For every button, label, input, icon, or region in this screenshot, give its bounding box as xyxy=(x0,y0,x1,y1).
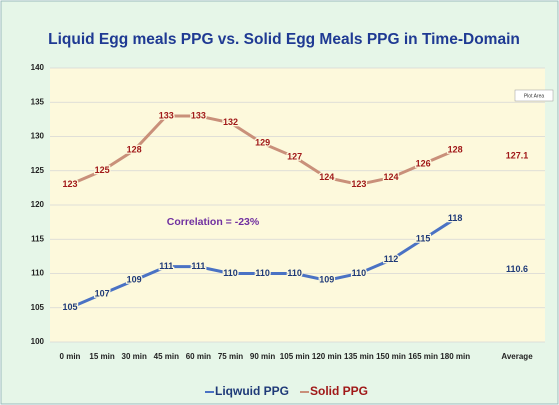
tooltip-box xyxy=(514,89,554,102)
x-tick-label: 0 min xyxy=(60,352,81,361)
data-label: 124 xyxy=(319,172,334,182)
data-label: 110 xyxy=(352,268,367,278)
data-label: 126 xyxy=(416,158,431,168)
y-tick-label: 135 xyxy=(31,97,45,106)
x-tick-label: Average xyxy=(501,352,533,361)
average-label: 110.6 xyxy=(506,264,528,274)
x-tick-label: 90 min xyxy=(250,352,275,361)
data-label: 133 xyxy=(159,110,174,120)
data-label: 111 xyxy=(191,261,205,271)
data-label: 128 xyxy=(448,145,463,155)
y-tick-label: 120 xyxy=(31,200,45,209)
data-label: 109 xyxy=(127,275,142,285)
x-tick-label: 75 min xyxy=(218,352,243,361)
y-tick-label: 125 xyxy=(31,166,45,175)
x-tick-label: 30 min xyxy=(122,352,147,361)
data-label: 107 xyxy=(95,288,110,298)
annotation: Correlation = -23% xyxy=(167,216,260,228)
x-tick-label: 165 min xyxy=(408,352,438,361)
y-tick-label: 110 xyxy=(31,269,44,278)
legend-label: Solid PPG xyxy=(310,384,368,398)
data-label: 111 xyxy=(159,261,173,271)
data-label: 105 xyxy=(62,302,77,312)
x-tick-label: 15 min xyxy=(89,352,114,361)
data-label: 109 xyxy=(319,275,334,285)
data-label: 125 xyxy=(95,165,110,175)
data-label: 123 xyxy=(351,179,366,189)
legend-label: Liqwuid PPG xyxy=(215,384,289,398)
y-tick-label: 115 xyxy=(31,234,44,243)
y-tick-label: 130 xyxy=(31,132,45,141)
data-label: 118 xyxy=(448,213,463,223)
chart-title: Liquid Egg meals PPG vs. Solid Egg Meals… xyxy=(48,31,520,48)
data-label: 124 xyxy=(383,172,398,182)
data-label: 110 xyxy=(255,268,270,278)
data-label: 127 xyxy=(287,151,302,161)
x-tick-label: 180 min xyxy=(440,352,470,361)
average-label: 127.1 xyxy=(506,151,529,161)
y-tick-label: 100 xyxy=(31,337,45,346)
x-tick-label: 60 min xyxy=(186,352,211,361)
data-label: 112 xyxy=(384,254,399,264)
data-label: 110 xyxy=(287,268,302,278)
x-tick-label: 120 min xyxy=(312,352,342,361)
y-tick-label: 140 xyxy=(31,63,45,72)
x-tick-label: 45 min xyxy=(154,352,179,361)
series-line xyxy=(69,217,457,310)
x-tick-label: 135 min xyxy=(344,352,374,361)
data-label: 110 xyxy=(223,268,238,278)
data-label: 128 xyxy=(127,145,142,155)
x-tick-label: 150 min xyxy=(376,352,406,361)
x-tick-label: 105 min xyxy=(280,352,310,361)
data-label: 133 xyxy=(191,110,206,120)
series-line xyxy=(69,114,456,186)
data-label: 123 xyxy=(62,179,77,189)
data-label: 132 xyxy=(223,117,238,127)
data-label: 129 xyxy=(255,138,270,148)
y-tick-label: 105 xyxy=(31,303,45,312)
tooltip: Plot Area xyxy=(524,93,545,99)
data-label: 115 xyxy=(416,234,431,244)
